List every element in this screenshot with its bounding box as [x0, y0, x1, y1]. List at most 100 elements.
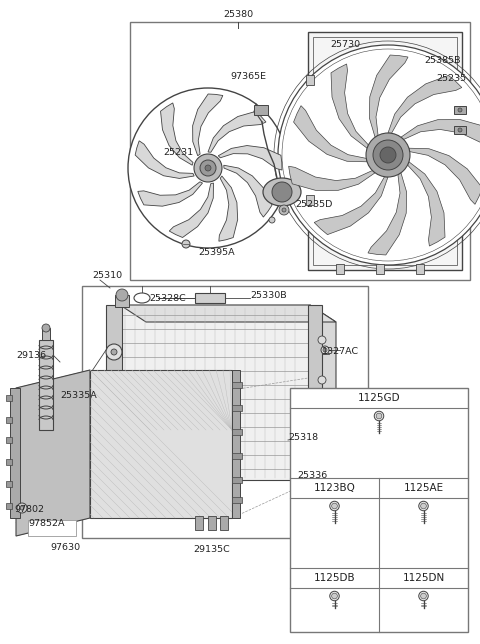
Circle shape: [318, 456, 326, 464]
Circle shape: [279, 205, 289, 215]
Bar: [195, 516, 203, 530]
Circle shape: [282, 208, 286, 212]
Circle shape: [20, 506, 24, 510]
Circle shape: [269, 217, 275, 223]
Text: 25335A: 25335A: [60, 390, 97, 399]
Ellipse shape: [134, 293, 150, 303]
Circle shape: [182, 240, 190, 248]
Polygon shape: [192, 94, 223, 156]
Polygon shape: [160, 103, 193, 166]
Circle shape: [419, 501, 428, 511]
Bar: [306, 195, 314, 205]
Bar: [290, 388, 468, 632]
Text: 29136: 29136: [16, 350, 46, 359]
Text: 97852A: 97852A: [28, 518, 64, 527]
Circle shape: [318, 376, 326, 384]
Circle shape: [380, 147, 396, 163]
Circle shape: [111, 349, 117, 355]
Circle shape: [321, 469, 327, 475]
Circle shape: [330, 501, 339, 511]
Polygon shape: [120, 305, 310, 480]
Text: 25330B: 25330B: [250, 290, 287, 299]
Text: 25395A: 25395A: [198, 247, 235, 256]
Circle shape: [42, 324, 50, 332]
Circle shape: [272, 182, 292, 202]
Polygon shape: [138, 182, 203, 206]
Circle shape: [278, 45, 480, 265]
Circle shape: [420, 593, 426, 599]
Polygon shape: [310, 305, 336, 497]
Bar: [232, 477, 242, 483]
Bar: [142, 478, 162, 488]
Bar: [232, 497, 242, 503]
Circle shape: [373, 140, 403, 170]
Circle shape: [419, 591, 428, 601]
Polygon shape: [90, 370, 232, 518]
Bar: [310, 415, 338, 433]
Circle shape: [366, 133, 410, 177]
Bar: [232, 405, 242, 411]
Polygon shape: [288, 166, 375, 191]
Bar: [232, 453, 242, 459]
Bar: [306, 75, 314, 85]
Circle shape: [458, 128, 462, 132]
Circle shape: [376, 413, 382, 419]
Bar: [115, 295, 129, 307]
Bar: [416, 264, 424, 274]
Text: 25336: 25336: [297, 471, 327, 480]
Circle shape: [323, 348, 327, 352]
Text: 97630: 97630: [50, 544, 80, 553]
Bar: [454, 106, 466, 114]
Bar: [6, 503, 12, 509]
Bar: [220, 516, 228, 530]
Text: 1125DN: 1125DN: [402, 573, 444, 583]
Bar: [376, 264, 384, 274]
Bar: [6, 395, 12, 401]
Text: 25328C: 25328C: [149, 294, 186, 303]
Text: 1125DB: 1125DB: [314, 573, 355, 583]
Polygon shape: [388, 75, 462, 133]
Polygon shape: [120, 305, 336, 322]
Circle shape: [458, 108, 462, 112]
Text: 25310: 25310: [92, 270, 122, 279]
Text: 25235: 25235: [436, 73, 466, 82]
Bar: [130, 22, 470, 280]
Bar: [28, 520, 76, 536]
Text: 1125GD: 1125GD: [358, 393, 400, 403]
Circle shape: [106, 344, 122, 360]
Circle shape: [205, 165, 211, 171]
Circle shape: [318, 416, 326, 424]
Circle shape: [116, 289, 128, 301]
Bar: [254, 105, 268, 115]
Polygon shape: [409, 148, 480, 204]
Text: 25318: 25318: [288, 433, 318, 442]
Circle shape: [330, 591, 339, 601]
Text: 25235D: 25235D: [295, 200, 332, 209]
Circle shape: [420, 503, 426, 509]
Circle shape: [374, 412, 384, 421]
Polygon shape: [314, 176, 388, 234]
Text: 97365E: 97365E: [230, 71, 266, 80]
Text: 97802: 97802: [14, 506, 44, 515]
Polygon shape: [224, 166, 272, 217]
Polygon shape: [294, 106, 367, 162]
Bar: [39, 340, 53, 430]
Text: 25730: 25730: [330, 39, 360, 48]
Bar: [232, 370, 240, 518]
Text: 1327AC: 1327AC: [322, 346, 359, 355]
Polygon shape: [219, 176, 238, 242]
Circle shape: [332, 593, 337, 599]
Polygon shape: [368, 173, 407, 255]
Polygon shape: [408, 162, 445, 246]
Circle shape: [194, 154, 222, 182]
Circle shape: [200, 160, 216, 176]
Circle shape: [318, 466, 330, 478]
Circle shape: [332, 503, 337, 509]
Text: 25231: 25231: [163, 147, 193, 156]
Bar: [82, 286, 368, 538]
Bar: [454, 126, 466, 134]
Circle shape: [321, 346, 329, 354]
Text: 29135C: 29135C: [193, 544, 230, 553]
Text: 25385B: 25385B: [424, 55, 460, 64]
Polygon shape: [370, 55, 408, 137]
